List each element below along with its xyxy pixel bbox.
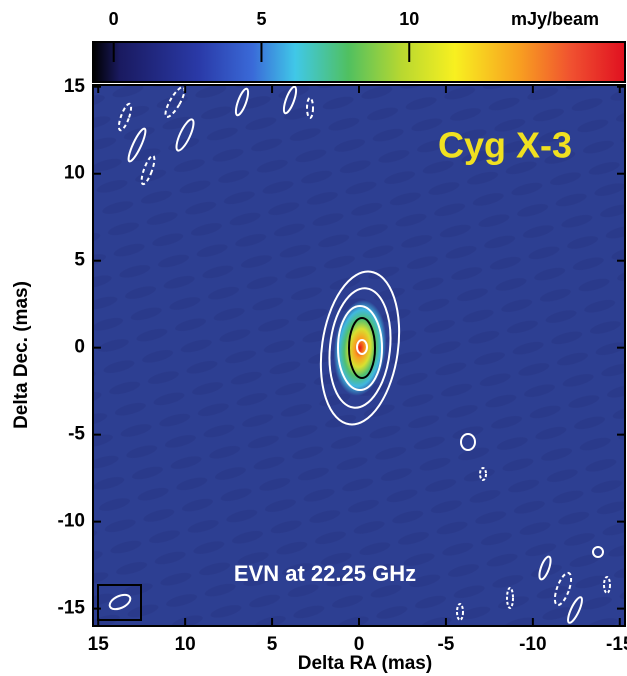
- x-tick-label: 5: [267, 634, 278, 655]
- y-tick-label: -5: [68, 424, 85, 445]
- y-tick-label: -10: [58, 511, 85, 532]
- y-tick-label: -15: [58, 598, 86, 619]
- chart: mJy/beam Cyg X-3 EVN at 22.25 GHz Delta …: [0, 0, 627, 676]
- y-tick-label: 0: [74, 337, 85, 358]
- colorbar-label: mJy/beam: [511, 9, 599, 29]
- y-tick-label: 5: [74, 250, 85, 271]
- x-tick-label: -5: [437, 634, 454, 655]
- x-tick-label: -10: [519, 634, 546, 655]
- colorbar: [93, 42, 625, 82]
- x-tick-label: 10: [175, 634, 196, 655]
- annotation: Cyg X-3: [438, 125, 572, 166]
- colorbar-tick-label: 5: [256, 9, 266, 29]
- y-tick-label: 15: [64, 76, 86, 97]
- x-axis-label: Delta RA (mas): [298, 653, 432, 674]
- x-tick-label: 0: [354, 634, 365, 655]
- x-tick-label: 15: [88, 634, 110, 655]
- x-tick-label: -15: [606, 634, 627, 655]
- colorbar-tick-label: 10: [399, 9, 419, 29]
- y-axis-label: Delta Dec. (mas): [11, 281, 32, 429]
- subtitle: EVN at 22.25 GHz: [234, 561, 416, 586]
- y-tick-label: 10: [64, 163, 85, 184]
- colorbar-tick-label: 0: [109, 9, 119, 29]
